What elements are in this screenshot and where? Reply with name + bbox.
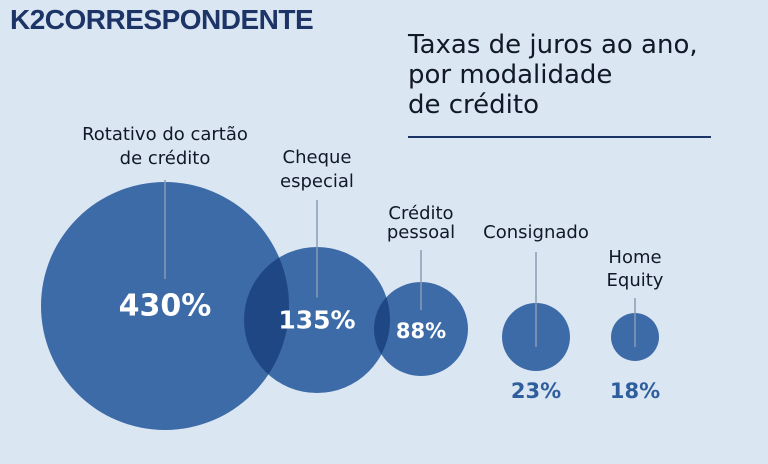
bubble-1 <box>41 182 289 430</box>
value-label-1: 430% <box>119 289 212 324</box>
category-label-4-line-1: Consignado <box>483 222 589 243</box>
category-label-3-line-1: Crédito <box>388 203 453 224</box>
bubble-3 <box>374 282 468 376</box>
value-label-3: 88% <box>396 319 446 343</box>
category-label-2-line-1: Cheque <box>283 147 352 168</box>
chart-title-line-3: de crédito <box>408 90 540 120</box>
category-label-3-line-2: pessoal <box>387 222 455 243</box>
title-divider <box>408 136 711 138</box>
category-label-5-line-2: Equity <box>607 270 664 291</box>
chart-title: Taxas de juros ao ano, por modalidade de… <box>408 30 748 120</box>
labels-layer: Rotativo do cartão de crédito 430% Cheque es… <box>82 124 664 403</box>
category-label-1-line-1: Rotativo do cartão <box>82 124 248 145</box>
value-label-2: 135% <box>278 306 355 335</box>
category-label-5-line-1: Home <box>608 247 661 268</box>
value-label-5: 18% <box>610 379 660 403</box>
chart-title-line-1: Taxas de juros ao ano, <box>408 30 698 60</box>
category-label-2-line-2: especial <box>280 171 354 192</box>
category-label-1-line-2: de crédito <box>120 148 211 169</box>
brand-logo: K2CORRESPONDENTE <box>10 4 314 35</box>
chart-title-line-2: por modalidade <box>408 60 613 90</box>
value-label-4: 23% <box>511 379 561 403</box>
leader-lines-layer <box>164 180 636 347</box>
